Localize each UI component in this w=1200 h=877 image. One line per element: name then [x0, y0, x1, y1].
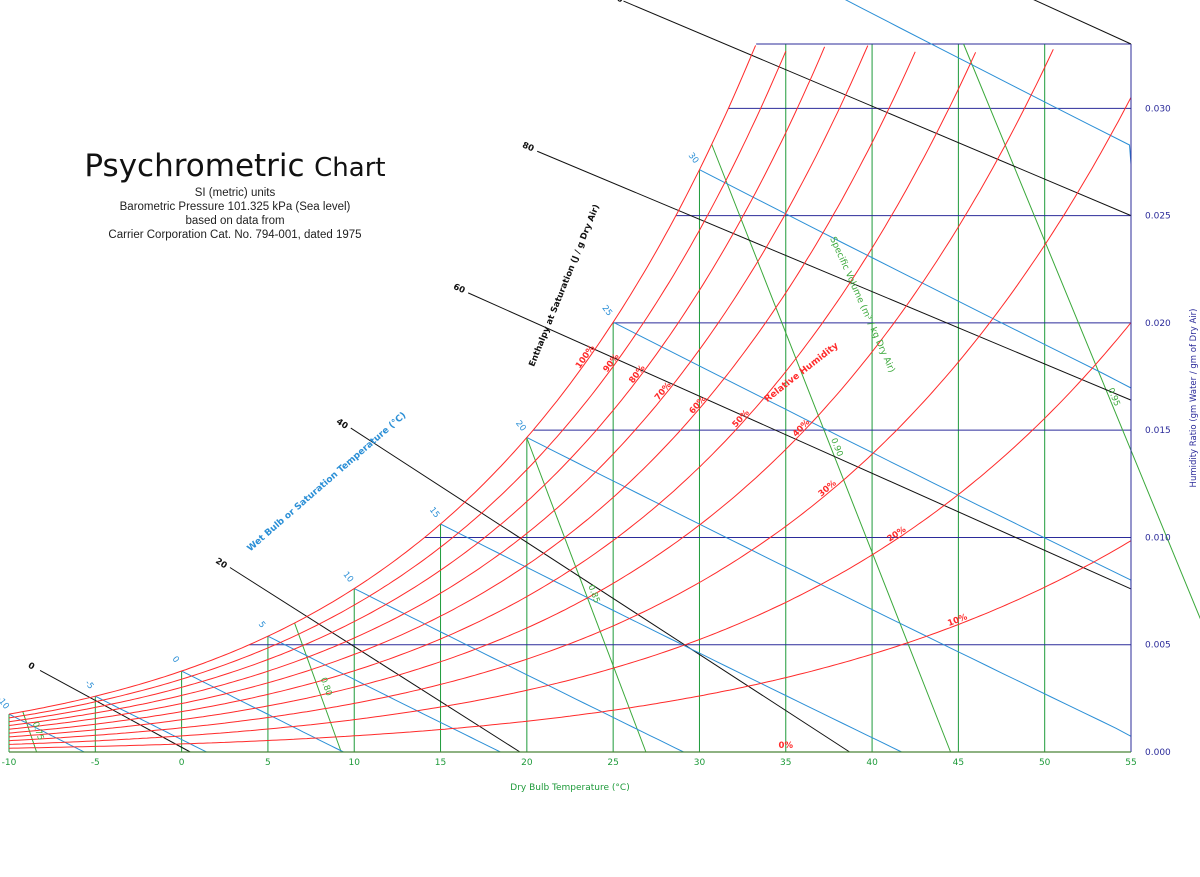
enthalpy-line [39, 670, 191, 753]
y-tick-label: 0.000 [1145, 748, 1171, 758]
y-tick-label: 0.005 [1145, 641, 1171, 651]
x-tick-label: 25 [607, 758, 618, 768]
specific-volume-label: 0.95 [1105, 387, 1121, 408]
wet-bulb-label: 30 [686, 151, 701, 166]
enthalpy-label: 100 [604, 0, 624, 5]
title-block: Psychrometric Chart SI (metric) units Ba… [60, 148, 410, 242]
rh-label: 20% [886, 525, 909, 545]
x-tick-label: 55 [1125, 758, 1136, 768]
wet-bulb-label: -5 [82, 679, 95, 692]
enthalpy-line [1033, 0, 1132, 45]
rh-label: 30% [817, 478, 839, 499]
chart-title-word2: Chart [314, 153, 386, 183]
x-tick-label: 20 [521, 758, 533, 768]
subtitle-line-reference: Carrier Corporation Cat. No. 794-001, da… [108, 229, 362, 241]
subtitle-line-pressure: Barometric Pressure 101.325 kPa (Sea lev… [119, 201, 351, 213]
chart-title-word1: Psychrometric [84, 148, 305, 184]
x-tick-label: 30 [694, 758, 706, 768]
wet-bulb-label: 10 [341, 570, 356, 585]
specific-volume-title: Specific Volume (m³ / kg Dry Air) [827, 236, 896, 375]
x-tick-label: 10 [349, 758, 361, 768]
enthalpy-line [350, 427, 850, 753]
y-axis-label: Humidity Ratio (gm Water / gm of Dry Air… [1189, 309, 1199, 488]
wet-bulb-line [699, 169, 1132, 389]
enthalpy-line [537, 150, 1132, 401]
enthalpy-label: 60 [452, 282, 467, 296]
rh-curve [8, 46, 826, 723]
rh-curve [8, 51, 916, 730]
rh-label: 80% [627, 363, 648, 386]
wet-bulb-line [844, 0, 1132, 165]
enthalpy-label: 80 [521, 141, 536, 155]
x-tick-label: -10 [2, 758, 17, 768]
x-tick-label: 5 [265, 758, 271, 768]
y-tick-label: 0.030 [1145, 104, 1171, 114]
enthalpy-line [623, 0, 1132, 217]
wet-bulb-line [526, 436, 1132, 737]
x-tick-label: 35 [780, 758, 791, 768]
enthalpy-title: Enthalpy at Saturation (J / g Dry Air) [527, 203, 602, 368]
wet-bulb-lines [8, 0, 1132, 753]
rh-label: 100% [574, 343, 598, 371]
wet-bulb-label: 0 [170, 655, 181, 665]
wet-bulb-label: -10 [0, 694, 11, 711]
x-tick-label: 40 [866, 758, 878, 768]
specific-volume-line [294, 622, 342, 753]
curve-labels: 10%20%30%40%50%60%70%80%90%100%0%Relativ… [0, 0, 1122, 751]
wet-bulb-line [612, 321, 1132, 591]
wet-bulb-label: 20 [513, 419, 528, 434]
wet-bulb-line [440, 523, 902, 753]
x-tick-label: -5 [91, 758, 100, 768]
wet-bulb-line [8, 713, 85, 753]
rh-curve [8, 322, 1132, 745]
rh-curve [8, 51, 787, 719]
x-axis-label: Dry Bulb Temperature (°C) [510, 783, 629, 793]
specific-volume-line [526, 437, 647, 753]
wet-bulb-label: 15 [427, 505, 442, 520]
enthalpy-label: 20 [213, 556, 228, 571]
rh-curve [8, 49, 1054, 738]
rh-label-zero: 0% [779, 741, 794, 751]
specific-volume-label: 0.85 [585, 583, 601, 604]
y-tick-label: 0.020 [1145, 319, 1171, 329]
specific-volume-line [963, 43, 1200, 620]
rh-label: 60% [688, 394, 709, 416]
wet-bulb-line [353, 588, 684, 753]
enthalpy-line [467, 292, 1132, 590]
y-tick-label: 0.010 [1145, 533, 1171, 543]
enthalpy-lines [39, 0, 1132, 753]
subtitle-line-source: based on data from [185, 215, 285, 227]
y-tick-label: 0.015 [1145, 426, 1171, 436]
enthalpy-line [229, 567, 521, 753]
specific-volume-line [711, 144, 952, 753]
x-tick-label: 45 [953, 758, 964, 768]
x-tick-label: 50 [1039, 758, 1051, 768]
rh-curve [8, 97, 1132, 742]
wet-bulb-label: 25 [599, 304, 614, 319]
specific-volume-line [22, 711, 38, 753]
enthalpy-label: 40 [334, 417, 349, 432]
enthalpy-label: 0 [26, 661, 36, 673]
rh-label: 40% [791, 417, 813, 439]
x-tick-label: 15 [435, 758, 446, 768]
rh-curve [8, 45, 757, 715]
specific-volume-lines [22, 43, 1200, 753]
x-tick-label: 0 [179, 758, 185, 768]
rh-label: 90% [601, 352, 621, 375]
subtitle-line-units: SI (metric) units [194, 187, 276, 199]
wet-bulb-line [267, 635, 501, 753]
rh-curve [8, 52, 977, 734]
y-tick-label: 0.025 [1145, 212, 1171, 222]
chart-title: Psychrometric Chart [60, 148, 410, 186]
rh-curve [8, 540, 1132, 749]
rh-curve [8, 45, 869, 726]
wet-bulb-title: Wet Bulb or Saturation Temperature (°C) [246, 411, 409, 554]
wet-bulb-label: 5 [256, 620, 267, 630]
